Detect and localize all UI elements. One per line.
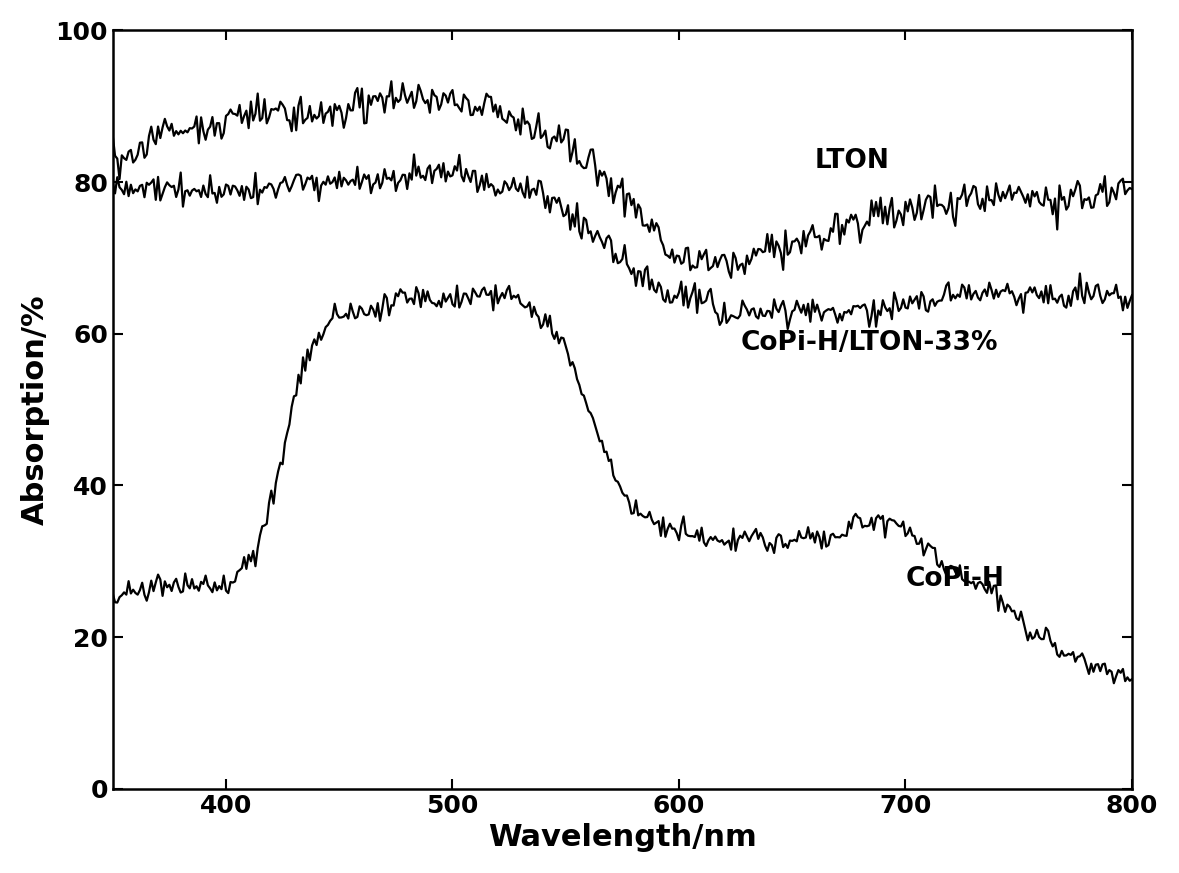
X-axis label: Wavelength/nm: Wavelength/nm	[488, 823, 757, 852]
Y-axis label: Absorption/%: Absorption/%	[21, 294, 50, 525]
Text: LTON: LTON	[815, 148, 890, 175]
Text: CoPi-H: CoPi-H	[905, 566, 1005, 592]
Text: CoPi-H/LTON-33%: CoPi-H/LTON-33%	[740, 331, 997, 356]
